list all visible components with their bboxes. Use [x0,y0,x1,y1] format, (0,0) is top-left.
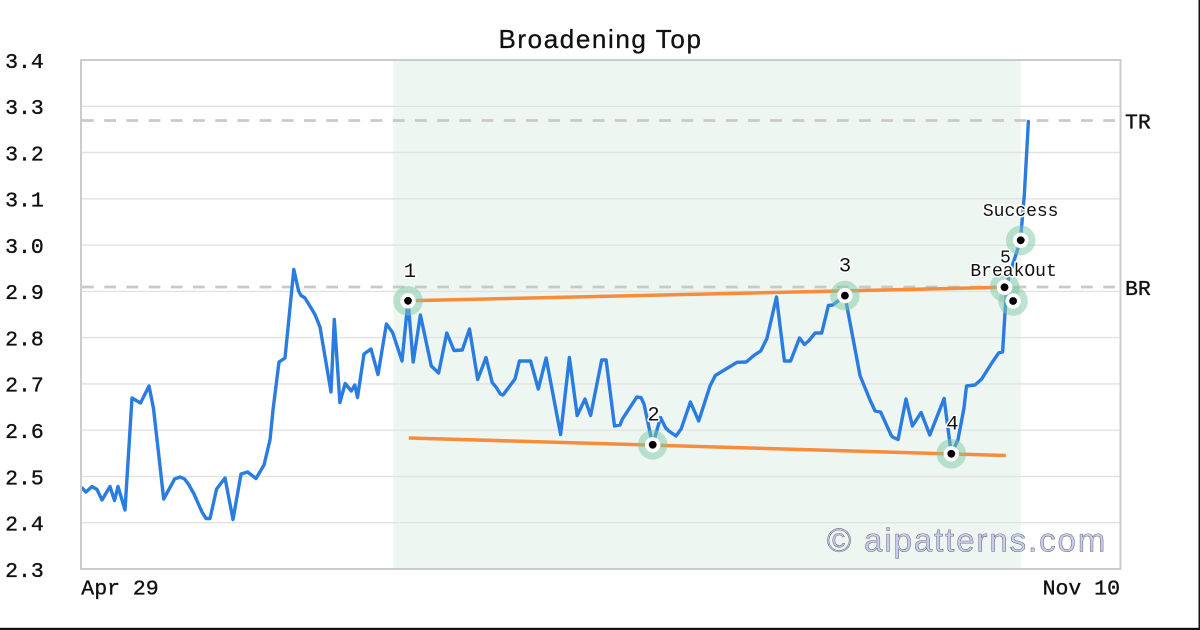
svg-text:3.3: 3.3 [5,97,44,121]
svg-text:3.1: 3.1 [5,190,44,214]
svg-text:Broadening Top: Broadening Top [498,24,702,54]
svg-text:3.4: 3.4 [5,51,44,75]
svg-text:2.5: 2.5 [5,467,44,491]
svg-text:Apr 29: Apr 29 [81,578,158,602]
svg-text:Nov 10: Nov 10 [1043,578,1120,602]
svg-text:© aipatterns.com: © aipatterns.com [827,522,1107,559]
svg-text:3.2: 3.2 [5,143,44,167]
svg-text:2.4: 2.4 [5,514,44,538]
svg-text:2.6: 2.6 [5,421,44,445]
svg-text:3.0: 3.0 [5,236,44,260]
svg-text:1: 1 [404,261,416,284]
svg-text:2.7: 2.7 [5,375,44,399]
svg-text:2: 2 [647,405,659,428]
svg-text:4: 4 [946,414,958,437]
svg-text:2.9: 2.9 [5,282,44,306]
svg-text:BreakOut: BreakOut [970,262,1056,282]
svg-text:5: 5 [1000,248,1011,268]
svg-text:BR: BR [1125,278,1151,302]
svg-text:2.3: 2.3 [5,560,44,584]
svg-text:2.8: 2.8 [5,328,44,352]
svg-text:Success: Success [983,202,1059,222]
svg-text:TR: TR [1125,111,1151,135]
svg-text:3: 3 [839,256,851,279]
